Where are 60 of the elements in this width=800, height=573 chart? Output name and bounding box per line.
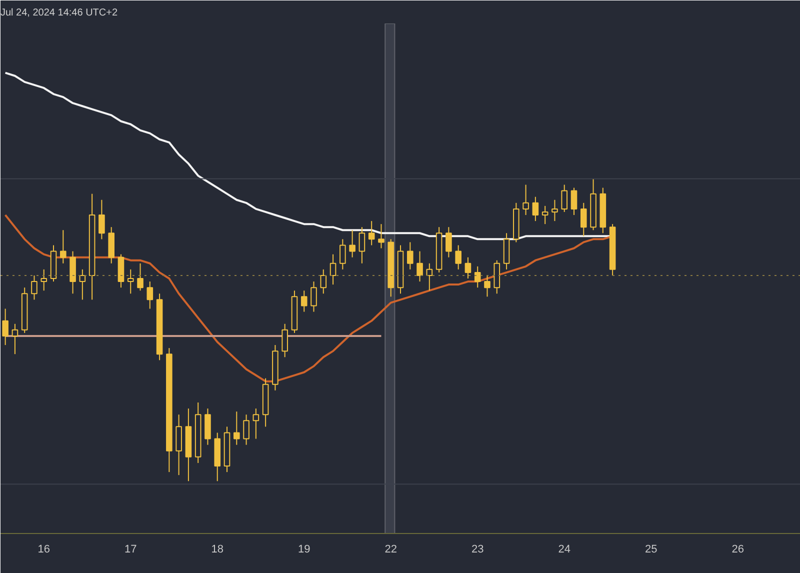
candlestick bbox=[60, 230, 66, 264]
candlestick bbox=[320, 268, 327, 294]
candlestick bbox=[349, 230, 356, 258]
candlestick bbox=[378, 224, 384, 249]
x-tick-label: 22 bbox=[384, 544, 397, 556]
candlestick bbox=[262, 378, 269, 428]
candlestick bbox=[532, 196, 539, 222]
candlestick bbox=[340, 238, 346, 270]
x-tick-label: 16 bbox=[38, 544, 50, 556]
candlestick bbox=[580, 202, 587, 237]
text: Jul 24, 2024 14:46 UTC+2 bbox=[0, 8, 118, 18]
candlestick bbox=[552, 199, 558, 222]
candlestick bbox=[70, 250, 76, 294]
candlestick bbox=[368, 220, 375, 246]
candlestick bbox=[98, 199, 105, 240]
x-tick-label: 25 bbox=[644, 544, 658, 556]
candlestick bbox=[358, 226, 366, 264]
candlestick bbox=[185, 408, 192, 482]
candlestick bbox=[330, 254, 336, 286]
candlestick bbox=[40, 268, 48, 292]
x-tick-label: 26 bbox=[732, 544, 744, 556]
candlestick bbox=[88, 193, 96, 300]
candlestick bbox=[127, 268, 134, 294]
candlestick bbox=[272, 344, 278, 391]
candlestick bbox=[252, 408, 260, 440]
candlestick bbox=[522, 184, 529, 216]
candlestick bbox=[194, 402, 202, 464]
candlestick bbox=[600, 187, 606, 234]
x-tick-label: 18 bbox=[211, 544, 224, 556]
candlestick bbox=[455, 244, 462, 270]
candlestick bbox=[542, 205, 548, 225]
candlestick bbox=[79, 268, 86, 300]
candlestick bbox=[12, 323, 18, 355]
candlestick bbox=[204, 408, 211, 446]
candlestick bbox=[300, 290, 308, 312]
candlestick bbox=[397, 244, 404, 294]
candlestick bbox=[406, 242, 414, 270]
x-tick-label: 17 bbox=[124, 544, 137, 556]
candlestick bbox=[2, 308, 8, 346]
candlestick bbox=[156, 293, 163, 361]
candlestick bbox=[282, 323, 288, 358]
candlestick bbox=[503, 232, 510, 270]
x-tick-label: 19 bbox=[298, 544, 310, 556]
candlestick bbox=[310, 281, 317, 312]
x-tick-label: 23 bbox=[471, 544, 484, 556]
candlestick bbox=[214, 432, 221, 482]
candlestick bbox=[233, 411, 240, 446]
candlestick bbox=[464, 256, 472, 279]
candlestick bbox=[176, 414, 182, 476]
candlestick bbox=[146, 281, 154, 310]
candlestick bbox=[474, 266, 481, 288]
candlestick bbox=[416, 250, 423, 282]
x-tick-label: 24 bbox=[558, 544, 570, 556]
candlestick bbox=[426, 262, 433, 292]
candlestick bbox=[446, 226, 452, 258]
candlestick bbox=[243, 414, 250, 446]
candlestick bbox=[224, 426, 230, 473]
candlestick bbox=[166, 348, 172, 473]
candlestick bbox=[31, 274, 38, 300]
candlestick bbox=[108, 226, 114, 264]
